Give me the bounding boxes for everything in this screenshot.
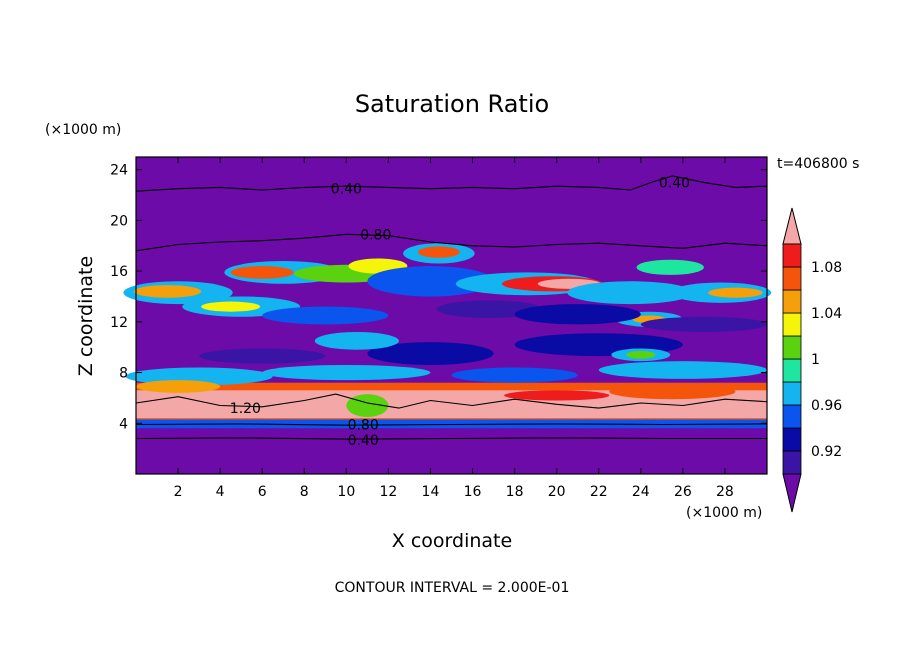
colorbar-segment — [782, 450, 802, 475]
y-unit-label: (×1000 m) — [45, 122, 121, 138]
contour-label: 0.40 — [348, 433, 379, 449]
colorbar-segment — [782, 358, 802, 383]
colorbar-tick-label: 1.08 — [811, 260, 842, 276]
upper-feature-16 — [636, 259, 704, 275]
upper-feature-23 — [640, 316, 768, 332]
colorbar-extend-top — [782, 207, 802, 245]
x-tick-label: 8 — [300, 484, 309, 500]
x-tick-label: 22 — [590, 484, 608, 500]
colorbar-tick-label: 1.04 — [811, 306, 842, 322]
colorbar-segment — [782, 266, 802, 291]
x-tick-label: 16 — [464, 484, 482, 500]
y-tick-label: 12 — [110, 315, 128, 331]
x-tick-label: 24 — [632, 484, 650, 500]
mid-feature-12 — [626, 351, 656, 359]
band-surface — [136, 428, 767, 474]
colorbar-segment — [782, 335, 802, 360]
mid-feature-1 — [262, 364, 431, 381]
mid-feature-10 — [314, 331, 399, 350]
upper-feature-3 — [201, 301, 261, 312]
y-tick-label: 4 — [119, 416, 128, 432]
upper-feature-9 — [367, 266, 494, 297]
colorbar: 0.92 0.96 1 1.04 1.08 — [782, 207, 842, 513]
contour-label: 0.80 — [348, 418, 379, 434]
contour-line-2 — [135, 423, 768, 426]
contour-label: 1.20 — [230, 401, 261, 417]
upper-feature-11 — [417, 246, 460, 258]
colorbar-tick-label: 0.96 — [811, 398, 842, 414]
chart-title: Saturation Ratio — [355, 90, 549, 118]
x-tick-label: 28 — [716, 484, 734, 500]
colorbar-segment — [782, 289, 802, 314]
contour-label: 0.80 — [360, 227, 391, 243]
x-axis: 2 4 6 8 10 12 14 16 18 20 22 24 26 28 — [174, 157, 734, 500]
contour-labels: 0.40 0.400.801.200.800.40 — [230, 175, 690, 448]
y-tick-label: 20 — [110, 213, 128, 229]
plot-frame — [135, 156, 768, 475]
y-tick-label: 24 — [110, 163, 128, 179]
mid-feature-6 — [504, 390, 610, 401]
x-tick-label: 18 — [506, 484, 524, 500]
saturation-field — [123, 243, 772, 474]
x-tick-label: 4 — [216, 484, 225, 500]
contour-interval-footer: CONTOUR INTERVAL = 2.000E-01 — [335, 580, 570, 596]
contour-lines — [135, 175, 768, 440]
colorbar-extend-bottom — [782, 473, 802, 513]
y-axis-label: Z coordinate — [75, 256, 97, 376]
x-tick-label: 20 — [548, 484, 566, 500]
colorbar-segment — [782, 381, 802, 406]
x-axis-label: X coordinate — [392, 530, 512, 552]
contour-label: 0.40 — [331, 182, 362, 198]
colorbar-segment — [782, 404, 802, 429]
upper-feature-18 — [708, 287, 763, 298]
colorbar-tick-label: 1 — [811, 352, 820, 368]
contour-line-3 — [135, 437, 767, 440]
y-tick-label: 8 — [119, 366, 128, 382]
x-tick-label: 26 — [674, 484, 692, 500]
upper-feature-8 — [262, 306, 389, 325]
mid-feature-8 — [199, 348, 326, 364]
x-unit-label: (×1000 m) — [686, 505, 762, 521]
contour-label: 0.40 — [659, 175, 690, 191]
contour-line-0 — [135, 175, 768, 192]
colorbar-segment — [782, 243, 802, 268]
mid-feature-7 — [367, 342, 494, 365]
band-base-blue — [136, 419, 767, 429]
upper-feature-15 — [567, 281, 694, 305]
y-axis: 4 8 12 16 20 24 — [110, 163, 767, 432]
plot-area: 0.40 0.400.801.200.800.40 — [123, 156, 772, 475]
mid-feature-2 — [451, 367, 578, 383]
y-tick-label: 16 — [110, 264, 128, 280]
mid-feature-3 — [598, 361, 767, 379]
colorbar-segment — [782, 312, 802, 337]
upper-feature-22 — [514, 304, 641, 325]
mid-feature-5 — [609, 383, 736, 400]
upper-feature-5 — [230, 266, 294, 279]
mid-feature-4 — [136, 380, 221, 393]
time-label: t=406800 s — [777, 156, 859, 172]
x-tick-label: 12 — [379, 484, 397, 500]
contour-line-1 — [135, 233, 768, 252]
x-tick-label: 6 — [258, 484, 267, 500]
upper-feature-1 — [133, 285, 202, 298]
x-tick-label: 10 — [337, 484, 355, 500]
contour-line-4 — [135, 393, 768, 409]
x-tick-label: 2 — [174, 484, 183, 500]
colorbar-segment — [782, 427, 802, 452]
x-tick-label: 14 — [422, 484, 440, 500]
colorbar-tick-label: 0.92 — [811, 444, 842, 460]
